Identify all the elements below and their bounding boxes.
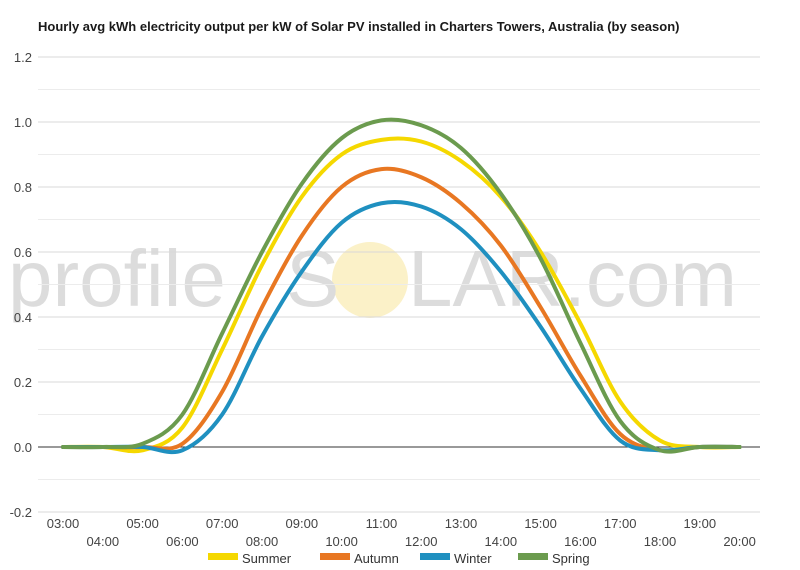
watermark-text-left: profile: [8, 234, 226, 323]
y-tick-label: -0.2: [10, 505, 32, 520]
series-line-winter: [61, 199, 742, 455]
y-tick-label: 0.4: [14, 310, 32, 325]
x-tick-label: 15:00: [524, 516, 557, 531]
series-line-spring: [61, 117, 742, 454]
legend-label-winter: Winter: [454, 551, 492, 566]
y-tick-label: 1.0: [14, 115, 32, 130]
series-line-summer: [61, 136, 742, 454]
x-tick-label: 17:00: [604, 516, 637, 531]
y-axis-ticks: 1.2 1.0 0.8 0.6 0.4 0.2 0.0 -0.2: [10, 50, 32, 520]
legend-swatch-winter: [420, 553, 450, 560]
x-tick-label: 08:00: [246, 534, 279, 549]
x-tick-label: 04:00: [87, 534, 120, 549]
y-tick-label: 1.2: [14, 50, 32, 65]
x-tick-label: 19:00: [684, 516, 717, 531]
legend-swatch-summer: [208, 553, 238, 560]
x-tick-label: 07:00: [206, 516, 239, 531]
x-tick-label: 18:00: [644, 534, 677, 549]
x-axis-ticks: 03:00 04:00 05:00 06:00 07:00 08:00 09:00 10:00…: [47, 516, 756, 549]
legend-label-spring: Spring: [552, 551, 590, 566]
legend-swatch-spring: [518, 553, 548, 560]
x-tick-label: 11:00: [366, 516, 398, 531]
x-tick-label: 16:00: [564, 534, 597, 549]
series-lines: [61, 117, 742, 455]
legend: Summer Autumn Winter Spring: [208, 551, 590, 566]
x-tick-label: 13:00: [445, 516, 478, 531]
x-tick-label: 12:00: [405, 534, 438, 549]
watermark: profile S LAR.com: [8, 234, 737, 323]
x-tick-label: 14:00: [485, 534, 518, 549]
y-tick-label: 0.6: [14, 245, 32, 260]
y-tick-label: 0.8: [14, 180, 32, 195]
y-tick-label: 0.0: [14, 440, 32, 455]
x-tick-label: 03:00: [47, 516, 80, 531]
chart-title: Hourly avg kWh electricity output per kW…: [38, 19, 680, 34]
legend-swatch-autumn: [320, 553, 350, 560]
x-tick-label: 06:00: [166, 534, 199, 549]
x-tick-label: 20:00: [723, 534, 756, 549]
x-tick-label: 10:00: [325, 534, 358, 549]
x-tick-label: 09:00: [286, 516, 319, 531]
y-tick-label: 0.2: [14, 375, 32, 390]
x-tick-label: 05:00: [126, 516, 159, 531]
legend-label-autumn: Autumn: [354, 551, 399, 566]
series-line-autumn: [61, 166, 742, 453]
legend-label-summer: Summer: [242, 551, 292, 566]
watermark-sun: [332, 242, 408, 318]
